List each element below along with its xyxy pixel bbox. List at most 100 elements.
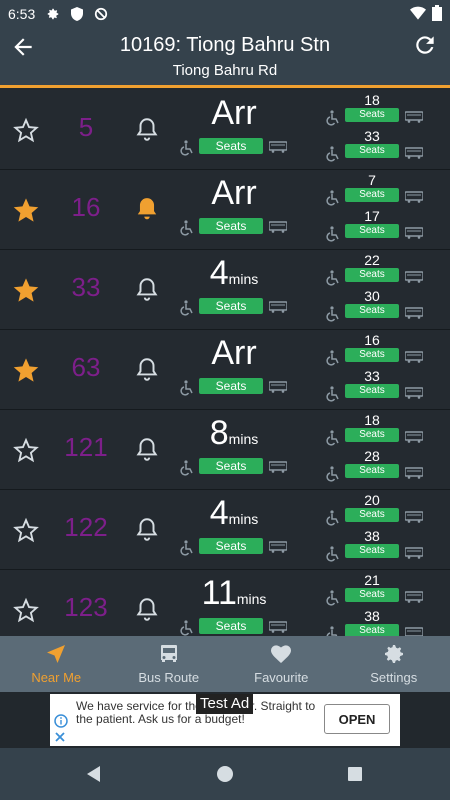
- nav-bus-route[interactable]: Bus Route: [113, 636, 226, 692]
- app-bar: 10169: Tiong Bahru Stn Tiong Bahru Rd: [0, 28, 450, 88]
- arrival-row[interactable]: 33 4mins Seats 22 Seats 30 Seats: [0, 250, 450, 330]
- service-number[interactable]: 123: [64, 592, 108, 622]
- bus-icon: [268, 620, 288, 633]
- seats-badge: Seats: [345, 304, 399, 318]
- eta-unit: mins: [228, 271, 259, 287]
- next-arrival-minutes: 18: [364, 92, 380, 108]
- bell-icon[interactable]: [134, 116, 160, 142]
- wheelchair-icon: [326, 546, 339, 562]
- service-number[interactable]: 33: [71, 272, 101, 302]
- nav-label: Near Me: [31, 670, 82, 685]
- wheelchair-icon: [180, 380, 194, 396]
- next-arrival-minutes: 17: [364, 208, 380, 224]
- bus-icon: [404, 590, 424, 603]
- arrival-row[interactable]: 63 Arr Seats 16 Seats 33 Seats: [0, 330, 450, 410]
- service-number[interactable]: 122: [64, 512, 108, 542]
- triangle-back-icon[interactable]: [84, 764, 104, 784]
- close-icon[interactable]: [54, 730, 66, 742]
- star-outline-icon[interactable]: [12, 596, 40, 624]
- nav-favourite[interactable]: Favourite: [225, 636, 338, 692]
- battery-icon: [432, 4, 442, 24]
- bus-icon: [404, 146, 424, 159]
- arrival-row[interactable]: 16 Arr Seats 7 Seats 17 Seats: [0, 170, 450, 250]
- wheelchair-icon: [326, 430, 339, 446]
- wheelchair-icon: [180, 620, 194, 636]
- wheelchair-icon: [326, 466, 339, 482]
- no-sync-icon: [93, 6, 109, 22]
- star-outline-icon[interactable]: [12, 516, 40, 544]
- bell-icon[interactable]: [134, 356, 160, 382]
- seats-badge: Seats: [345, 508, 399, 522]
- bell-icon[interactable]: [134, 436, 160, 462]
- star-outline-icon[interactable]: [12, 436, 40, 464]
- gear-icon: [45, 6, 61, 22]
- star-filled-icon[interactable]: [12, 276, 40, 304]
- nav-near-me[interactable]: Near Me: [0, 636, 113, 692]
- star-filled-icon[interactable]: [12, 196, 40, 224]
- refresh-icon[interactable]: [412, 32, 438, 58]
- nav-label: Favourite: [254, 670, 309, 685]
- arrival-row[interactable]: 121 8mins Seats 18 Seats 28 Seats: [0, 410, 450, 490]
- bus-icon: [404, 430, 424, 443]
- star-outline-icon[interactable]: [12, 116, 40, 144]
- arrow-left-icon[interactable]: [10, 34, 36, 60]
- bell-filled-icon[interactable]: [134, 196, 160, 222]
- nav-label: Settings: [370, 670, 418, 685]
- navigation-arrow-icon: [44, 642, 68, 666]
- next-arrival-minutes: 7: [368, 172, 376, 188]
- seats-badge: Seats: [199, 298, 263, 314]
- arrivals-list[interactable]: 5 Arr Seats 18 Seats 33 Seats 16 Arr Sea…: [0, 90, 450, 636]
- eta: Arr: [190, 174, 278, 213]
- bell-icon[interactable]: [134, 596, 160, 622]
- ad-text: We have service for the customer. Straig…: [76, 699, 316, 726]
- info-icon[interactable]: [54, 714, 68, 728]
- bell-icon[interactable]: [134, 276, 160, 302]
- service-number[interactable]: 16: [71, 192, 101, 222]
- bus-icon: [404, 466, 424, 479]
- page-title: 10169: Tiong Bahru Stn: [119, 34, 331, 56]
- next-arrival-minutes: 30: [364, 288, 380, 304]
- circle-home-icon[interactable]: [215, 764, 235, 784]
- arrival-row[interactable]: 123 11mins Seats 21 Seats 38 Seats: [0, 570, 450, 636]
- bus-icon: [268, 540, 288, 553]
- eta-value: 11: [201, 574, 237, 612]
- seats-badge: Seats: [199, 378, 263, 394]
- next-arrival-minutes: 18: [364, 412, 380, 428]
- bus-icon: [404, 510, 424, 523]
- ad-open-button[interactable]: OPEN: [324, 704, 390, 734]
- square-recents-icon[interactable]: [345, 764, 365, 784]
- eta: 4mins: [190, 494, 278, 533]
- eta-value: 8: [209, 414, 229, 452]
- next-arrival-minutes: 38: [364, 608, 380, 624]
- bottom-nav: Near Me Bus Route Favourite Settings: [0, 636, 450, 692]
- ad-banner[interactable]: We have service for the customer. Straig…: [50, 694, 400, 746]
- eta-value: 4: [209, 254, 229, 292]
- wheelchair-icon: [180, 300, 194, 316]
- eta: Arr: [190, 334, 278, 373]
- bus-icon: [404, 546, 424, 559]
- star-filled-icon[interactable]: [12, 356, 40, 384]
- arrival-row[interactable]: 5 Arr Seats 18 Seats 33 Seats: [0, 90, 450, 170]
- wheelchair-icon: [326, 590, 339, 606]
- eta: 8mins: [190, 414, 278, 453]
- seats-badge: Seats: [199, 218, 263, 234]
- ad-tag: Test Ad: [196, 694, 254, 714]
- wifi-icon: [410, 6, 426, 23]
- service-number[interactable]: 121: [64, 432, 108, 462]
- bus-icon: [404, 350, 424, 363]
- nav-settings[interactable]: Settings: [338, 636, 450, 692]
- service-number[interactable]: 5: [78, 112, 94, 142]
- bell-icon[interactable]: [134, 516, 160, 542]
- eta: 4mins: [190, 254, 278, 293]
- gear-icon: [382, 642, 406, 666]
- arrival-row[interactable]: 122 4mins Seats 20 Seats 38 Seats: [0, 490, 450, 570]
- wheelchair-icon: [180, 460, 194, 476]
- wheelchair-icon: [326, 110, 339, 126]
- wheelchair-icon: [326, 510, 339, 526]
- status-time: 6:53: [8, 6, 36, 22]
- seats-badge: Seats: [345, 384, 399, 398]
- service-number[interactable]: 63: [71, 352, 101, 382]
- seats-badge: Seats: [345, 588, 399, 602]
- bus-icon: [404, 226, 424, 239]
- wheelchair-icon: [180, 140, 194, 156]
